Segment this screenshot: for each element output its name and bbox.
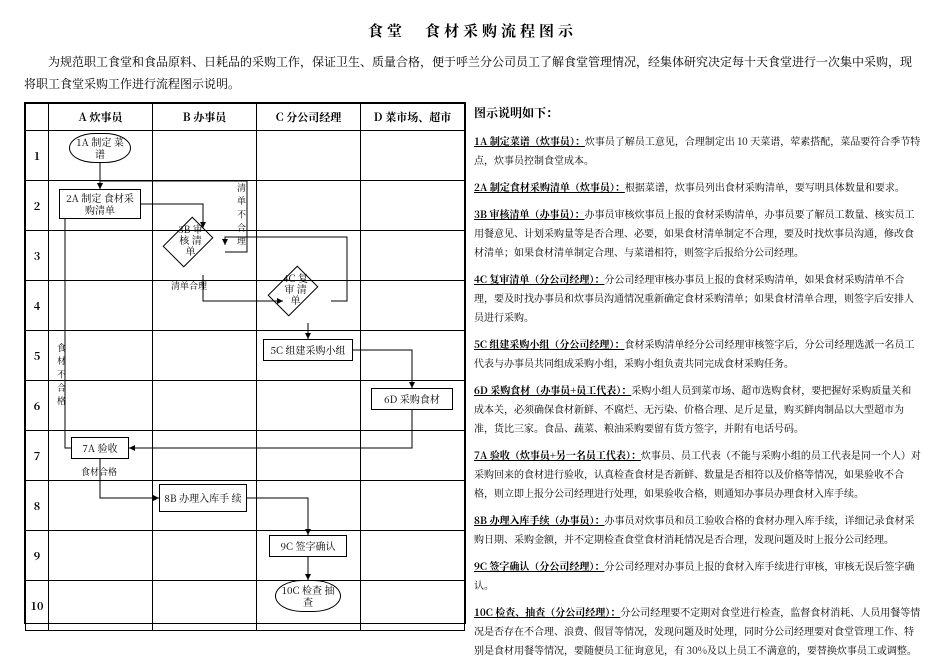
grid-cell [49,381,153,431]
grid-cell [153,481,257,531]
grid-cell [153,331,257,381]
grid-cell [49,581,153,631]
explanation-label: 7A 验收（炊事员+另一名员工代表）： [474,447,641,462]
grid-cell [49,181,153,231]
grid-cell [361,181,465,231]
explanation-label: 9C 签字确认（分公司经理）： [474,558,604,573]
row-number: 3 [26,231,49,281]
grid-cell [361,281,465,331]
grid-cell [361,481,465,531]
grid-cell [257,381,361,431]
row-number: 7 [26,431,49,481]
explanation-label: 10C 检查、抽查（分公司经理）： [474,604,620,619]
grid-cell [257,331,361,381]
explanation-item: 1A 制定菜谱（炊事员）：炊事员了解员工意见，合理制定出 10 天菜谱，荤素搭配… [474,131,921,169]
flowchart-grid: A 炊事员 B 办事员 C 分公司经理 D 菜市场、超市 12345678910 [25,103,465,631]
intro-paragraph: 为规范职工食堂和食品原料、日耗品的采购工作，保证卫生、质量合格，便于呼兰分公司员… [24,51,921,94]
grid-cell [153,531,257,581]
grid-cell [257,231,361,281]
grid-cell [153,181,257,231]
row-number: 8 [26,481,49,531]
page-title: 食堂 食材采购流程图示 [24,20,921,41]
grid-cell [153,381,257,431]
explanation-label: 1A 制定菜谱（炊事员）： [474,133,585,148]
explanation-item: 3B 审核清单（办事员）：办事员审核炊事员上报的食材采购清单，办事员要了解员工数… [474,204,921,261]
explanation-item: 4C 复审清单（分公司经理）：分公司经理审核办事员上报的食材采购清单，如果食材采… [474,269,921,326]
explanation-label: 3B 审核清单（办事员）： [474,206,584,221]
grid-cell [361,581,465,631]
grid-cell [257,431,361,481]
grid-cell [153,431,257,481]
col-header-a: A 炊事员 [49,104,153,131]
grid-cell [49,331,153,381]
grid-cell [257,531,361,581]
explain-heading: 图示说明如下： [474,102,921,125]
row-number: 9 [26,531,49,581]
explanation-item: 6D 采购食材（办事员+员工代表）：采购小组人员到菜市场、超市选购食材，要把握好… [474,380,921,437]
grid-cell [361,231,465,281]
grid-cell [153,581,257,631]
grid-cell [153,131,257,181]
col-header-num [26,104,49,131]
col-header-d: D 菜市场、超市 [361,104,465,131]
row-number: 2 [26,181,49,231]
grid-cell [361,381,465,431]
grid-cell [361,531,465,581]
explanation-label: 4C 复审清单（分公司经理）： [474,271,604,286]
grid-cell [49,481,153,531]
explanation-item: 10C 检查、抽查（分公司经理）：分公司经理要不定期对食堂进行检查，监督食材消耗… [474,602,921,659]
explanation-item: 2A 制定食材采购清单（炊事员）：根据菜谱，炊事员列出食材采购清单，要写明具体数… [474,177,921,196]
row-number: 6 [26,381,49,431]
row-number: 4 [26,281,49,331]
col-header-c: C 分公司经理 [257,104,361,131]
grid-cell [361,431,465,481]
grid-cell [49,531,153,581]
grid-cell [153,281,257,331]
explanation-label: 8B 办理入库手续（办事员）： [474,512,604,527]
grid-cell [257,131,361,181]
explanation-item: 5C 组建采购小组（分公司经理）：食材采购清单经分公司经理审核签字后，分公司经理… [474,334,921,372]
grid-cell [49,231,153,281]
grid-cell [361,131,465,181]
row-number: 1 [26,131,49,181]
explanation-column: 图示说明如下： 1A 制定菜谱（炊事员）：炊事员了解员工意见，合理制定出 10 … [474,102,921,667]
grid-cell [257,181,361,231]
explanation-item: 7A 验收（炊事员+另一名员工代表）：炊事员、员工代表（不能与采购小组的员工代表… [474,445,921,502]
grid-cell [49,131,153,181]
grid-cell [257,581,361,631]
grid-cell [49,281,153,331]
col-header-b: B 办事员 [153,104,257,131]
explanation-label: 2A 制定食材采购清单（炊事员）： [474,179,625,194]
explanation-label: 6D 采购食材（办事员+员工代表）： [474,382,631,397]
explanation-label: 5C 组建采购小组（分公司经理）： [474,336,624,351]
grid-cell [361,331,465,381]
flowchart: A 炊事员 B 办事员 C 分公司经理 D 菜市场、超市 12345678910… [24,102,466,624]
explanation-item: 9C 签字确认（分公司经理）：分公司经理对办事员上报的食材入库手续进行审核，审核… [474,556,921,594]
grid-cell [257,481,361,531]
row-number: 5 [26,331,49,381]
grid-cell [49,431,153,481]
grid-cell [257,281,361,331]
explanation-item: 8B 办理入库手续（办事员）：办事员对炊事员和员工验收合格的食材办理入库手续，详… [474,510,921,548]
grid-cell [153,231,257,281]
row-number: 10 [26,581,49,631]
